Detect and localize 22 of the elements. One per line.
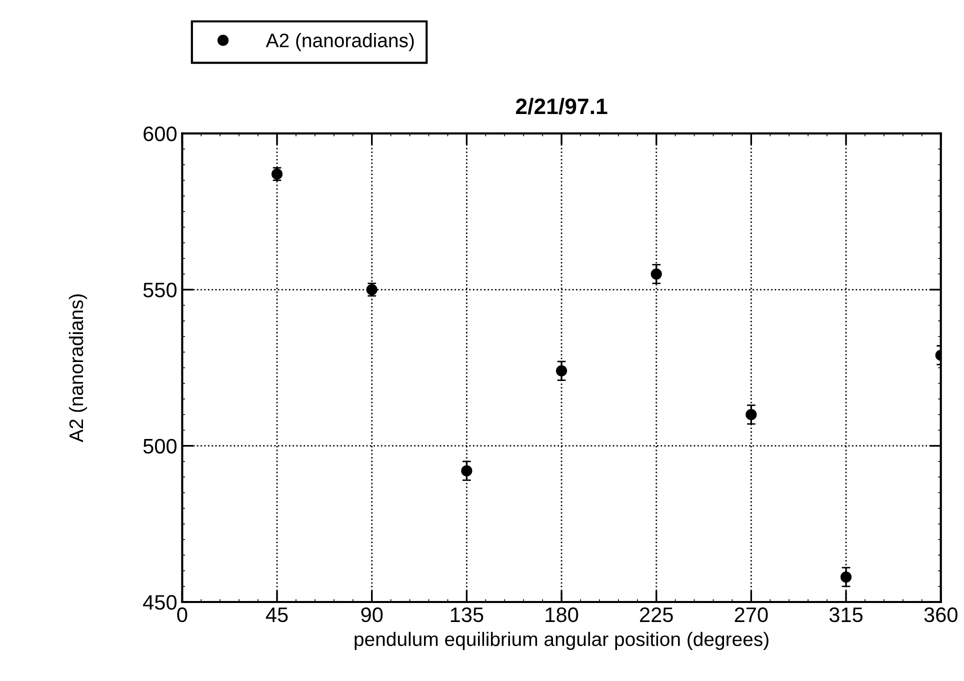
x-tick-label: 315 [829,607,863,622]
x-tick-label: 225 [640,607,673,622]
y-tick-label: 600 [144,126,177,142]
chart-title: 2/21/97.1 [516,98,608,114]
x-tick-label: 180 [546,607,578,622]
point [840,571,852,583]
y-axis-title: A2 (nanoradians) [68,294,88,442]
y-tick-label: 550 [143,282,177,298]
x-tick-label: 135 [450,607,484,622]
x-axis-title: pendulum equilibrium angular position (degrees) [354,632,768,650]
point [650,268,662,280]
point [556,365,568,376]
x-tick-label: 0 [177,607,188,622]
point [461,465,472,476]
x-tick-label: 45 [266,608,288,622]
y-tick-label: 450 [143,595,177,610]
x-tick-label: 270 [734,607,768,622]
x-tick-label: 90 [361,607,383,622]
x-tick-label: 360 [924,607,958,622]
legend-label: A2 (nanoradians) [266,33,414,52]
point [746,409,757,420]
y-tick-label: 500 [143,438,177,454]
